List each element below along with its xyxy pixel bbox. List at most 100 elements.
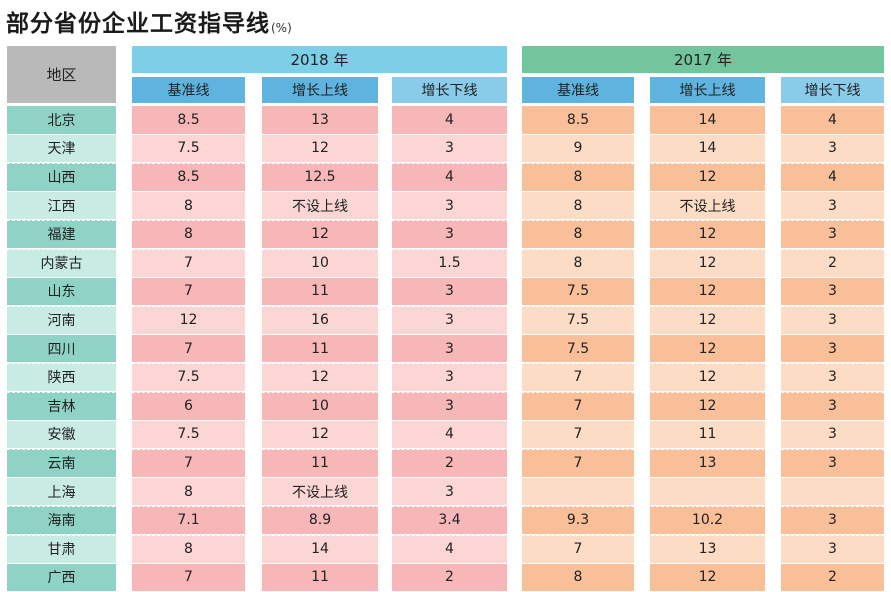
title-unit: (%) — [271, 21, 292, 35]
row-divider — [7, 477, 884, 479]
value-cell-2017: 3 — [781, 449, 884, 477]
value-cell-2018: 不设上线 — [262, 191, 378, 220]
value-cell-2017: 8 — [522, 191, 634, 220]
column-header-2017: 增长下线 — [781, 77, 884, 103]
value-cell-2018: 3 — [392, 306, 507, 334]
value-cell-2017: 2 — [781, 249, 884, 277]
value-cell-2017: 3 — [781, 334, 884, 363]
value-cell-2018: 8 — [132, 191, 245, 220]
value-cell-2017: 8 — [522, 249, 634, 277]
region-cell: 内蒙古 — [7, 249, 116, 277]
value-cell-2017: 7 — [522, 449, 634, 477]
value-cell-2018: 16 — [262, 306, 378, 334]
value-cell-2018: 4 — [392, 163, 507, 191]
value-cell-2018: 11 — [262, 563, 378, 592]
value-cell-2018: 8.5 — [132, 163, 245, 191]
value-cell-2018: 10 — [262, 249, 378, 277]
value-cell-2018: 7.5 — [132, 134, 245, 163]
region-cell: 甘肃 — [7, 535, 116, 563]
value-cell-2017: 3 — [781, 306, 884, 334]
value-cell-2018: 4 — [392, 106, 507, 134]
value-cell-2017: 7.5 — [522, 334, 634, 363]
row-divider — [7, 420, 884, 422]
value-cell-2018: 12 — [262, 363, 378, 391]
value-cell-2018: 1.5 — [392, 249, 507, 277]
value-cell-2017: 7 — [522, 392, 634, 420]
value-cell-2018: 3 — [392, 220, 507, 248]
value-cell-2018: 3 — [392, 191, 507, 220]
region-cell: 北京 — [7, 106, 116, 134]
region-header: 地区 — [7, 46, 116, 103]
row-divider — [7, 534, 884, 536]
value-cell-2017: 11 — [650, 420, 765, 449]
value-cell-2017: 不设上线 — [650, 191, 765, 220]
row-divider — [7, 248, 884, 250]
column-header-2017: 基准线 — [522, 77, 634, 103]
value-cell-2018: 2 — [392, 563, 507, 592]
value-cell-2017: 4 — [781, 106, 884, 134]
value-cell-2018: 10 — [262, 392, 378, 420]
value-cell-2018: 7 — [132, 563, 245, 592]
value-cell-2018: 8 — [132, 477, 245, 506]
value-cell-2017: 12 — [650, 563, 765, 592]
value-cell-2018: 12 — [262, 420, 378, 449]
value-cell-2018: 12.5 — [262, 163, 378, 191]
value-cell-2018: 14 — [262, 535, 378, 563]
value-cell-2017: 8.5 — [522, 106, 634, 134]
region-cell: 海南 — [7, 506, 116, 534]
value-cell-2018: 3 — [392, 363, 507, 391]
value-cell-2017: 3 — [781, 506, 884, 534]
region-cell: 河南 — [7, 306, 116, 334]
row-divider — [7, 134, 884, 136]
value-cell-2017: 7.5 — [522, 306, 634, 334]
value-cell-2018: 7 — [132, 449, 245, 477]
year-header-2017: 2017 年 — [522, 46, 884, 73]
value-cell-2017: 14 — [650, 134, 765, 163]
region-cell: 四川 — [7, 334, 116, 363]
value-cell-2017: 4 — [781, 163, 884, 191]
value-cell-2018: 4 — [392, 420, 507, 449]
value-cell-2018: 3 — [392, 134, 507, 163]
row-divider — [7, 334, 884, 336]
value-cell-2018: 6 — [132, 392, 245, 420]
value-cell-2017: 3 — [781, 392, 884, 420]
value-cell-2018: 8.9 — [262, 506, 378, 534]
region-cell: 江西 — [7, 191, 116, 220]
region-cell: 山东 — [7, 277, 116, 306]
region-cell: 上海 — [7, 477, 116, 506]
value-cell-2017 — [522, 477, 634, 506]
row-divider — [7, 162, 884, 164]
value-cell-2018: 11 — [262, 277, 378, 306]
value-cell-2017: 7 — [522, 363, 634, 391]
value-cell-2018: 12 — [132, 306, 245, 334]
value-cell-2017: 3 — [781, 535, 884, 563]
value-cell-2018: 11 — [262, 449, 378, 477]
title-text: 部分省份企业工资指导线 — [6, 10, 270, 37]
value-cell-2017: 12 — [650, 363, 765, 391]
value-cell-2017: 12 — [650, 249, 765, 277]
value-cell-2018: 8 — [132, 535, 245, 563]
region-cell: 天津 — [7, 134, 116, 163]
value-cell-2017: 3 — [781, 134, 884, 163]
value-cell-2018: 7 — [132, 334, 245, 363]
value-cell-2018: 4 — [392, 535, 507, 563]
value-cell-2018: 2 — [392, 449, 507, 477]
row-divider — [7, 362, 884, 364]
value-cell-2018: 7.1 — [132, 506, 245, 534]
chart-title: 部分省份企业工资指导线 (%) — [6, 6, 292, 38]
region-cell: 吉林 — [7, 392, 116, 420]
value-cell-2017: 3 — [781, 420, 884, 449]
value-cell-2018: 13 — [262, 106, 378, 134]
value-cell-2017: 12 — [650, 334, 765, 363]
region-cell: 陕西 — [7, 363, 116, 391]
row-divider — [7, 448, 884, 450]
value-cell-2018: 11 — [262, 334, 378, 363]
region-cell: 福建 — [7, 220, 116, 248]
value-cell-2018: 12 — [262, 134, 378, 163]
value-cell-2018: 7.5 — [132, 363, 245, 391]
column-header-2018: 增长上线 — [262, 77, 378, 103]
value-cell-2018: 12 — [262, 220, 378, 248]
value-cell-2018: 7 — [132, 277, 245, 306]
value-cell-2017: 9.3 — [522, 506, 634, 534]
column-header-2017: 增长上线 — [650, 77, 765, 103]
